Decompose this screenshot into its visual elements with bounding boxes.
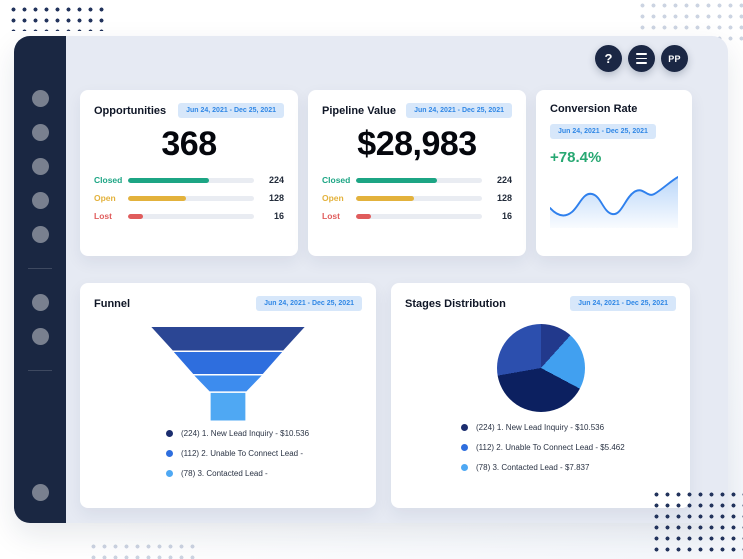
progress-bar-closed	[128, 177, 254, 183]
progress-fill	[128, 195, 186, 201]
progress-fill	[356, 177, 437, 183]
legend-bullet-icon	[461, 424, 468, 431]
topbar: ? PP	[595, 45, 688, 72]
card-funnel: Funnel Jun 24, 2021 - Dec 25, 2021 (224)…	[80, 283, 376, 508]
stat-label: Closed	[322, 175, 351, 185]
dot-pattern-top-left	[8, 4, 104, 31]
progress-bar-closed	[356, 177, 482, 183]
stat-row-open: Open 128	[322, 193, 512, 203]
progress-bar-lost	[128, 213, 254, 219]
opportunities-total: 368	[161, 125, 217, 163]
progress-bar-open	[128, 195, 254, 201]
funnel-legend: (224) 1. New Lead Inquiry - $10.536 (112…	[166, 429, 362, 478]
conversion-rate-value: +78.4%	[550, 149, 602, 166]
stat-value: 224	[496, 175, 512, 185]
stat-label: Open	[322, 193, 344, 203]
sidebar	[14, 36, 66, 523]
progress-fill	[128, 213, 144, 219]
date-range-badge[interactable]: Jun 24, 2021 - Dec 25, 2021	[406, 103, 512, 118]
pipeline-total: $28,983	[357, 125, 477, 163]
card-pipeline-value: Pipeline Value Jun 24, 2021 - Dec 25, 20…	[308, 90, 526, 256]
stat-label: Closed	[94, 175, 123, 185]
sidebar-nav-icon-1[interactable]	[31, 90, 49, 107]
stat-row-closed: Closed 224	[322, 175, 512, 185]
legend-bullet-icon	[461, 444, 468, 451]
sidebar-nav-icon-4[interactable]	[31, 192, 49, 209]
card-title: Stages Distribution	[405, 297, 506, 310]
opportunities-breakdown: Closed 224 Open 128 Lost 16	[94, 175, 284, 221]
funnel-stage-1	[151, 327, 305, 351]
dot-pattern-bottom-right	[651, 489, 743, 557]
funnel-stem	[210, 392, 246, 421]
sidebar-divider	[28, 268, 52, 269]
progress-bar-open	[356, 195, 482, 201]
stages-legend: (224) 1. New Lead Inquiry - $10.536 (112…	[461, 423, 676, 472]
conversion-line-chart	[550, 176, 678, 228]
card-conversion-rate: Conversion Rate Jun 24, 2021 - Dec 25, 2…	[536, 90, 692, 256]
sidebar-nav-icon-7[interactable]	[31, 328, 49, 345]
sidebar-nav-icon-8[interactable]	[31, 484, 49, 501]
legend-bullet-icon	[461, 464, 468, 471]
sidebar-nav-icon-2[interactable]	[31, 124, 49, 141]
stat-row-lost: Lost 16	[94, 211, 284, 221]
hamburger-icon	[636, 53, 647, 64]
pipeline-breakdown: Closed 224 Open 128 Lost 16	[322, 175, 512, 221]
stat-value: 128	[268, 193, 284, 203]
stat-label: Lost	[94, 211, 112, 221]
stat-row-lost: Lost 16	[322, 211, 512, 221]
legend-item[interactable]: (224) 1. New Lead Inquiry - $10.536	[461, 423, 676, 432]
sidebar-nav-icon-6[interactable]	[31, 294, 49, 311]
card-title: Funnel	[94, 297, 131, 310]
stat-label: Open	[94, 193, 116, 203]
progress-bar-lost	[356, 213, 482, 219]
line-chart-stroke	[550, 176, 678, 217]
date-range-badge[interactable]: Jun 24, 2021 - Dec 25, 2021	[178, 103, 284, 118]
legend-item[interactable]: (224) 1. New Lead Inquiry - $10.536	[166, 429, 362, 438]
funnel-stage-2	[173, 352, 283, 374]
card-opportunities: Opportunities Jun 24, 2021 - Dec 25, 202…	[80, 90, 298, 256]
avatar-button[interactable]: PP	[661, 45, 688, 72]
legend-bullet-icon	[166, 430, 173, 437]
stat-row-closed: Closed 224	[94, 175, 284, 185]
stat-value: 16	[501, 211, 512, 221]
question-mark-icon: ?	[604, 51, 613, 66]
card-title: Pipeline Value	[322, 104, 396, 117]
card-title: Opportunities	[94, 104, 167, 117]
progress-fill	[356, 195, 414, 201]
legend-bullet-icon	[166, 450, 173, 457]
menu-button[interactable]	[628, 45, 655, 72]
avatar-initials: PP	[668, 53, 681, 64]
date-range-badge[interactable]: Jun 24, 2021 - Dec 25, 2021	[570, 296, 676, 311]
sidebar-nav-icon-3[interactable]	[31, 158, 49, 175]
stat-label: Lost	[322, 211, 340, 221]
sidebar-nav-icon-5[interactable]	[31, 226, 49, 243]
card-stages-distribution: Stages Distribution Jun 24, 2021 - Dec 2…	[391, 283, 690, 508]
legend-item[interactable]: (112) 2. Unable To Connect Lead - $5.462	[461, 443, 676, 452]
legend-bullet-icon	[166, 470, 173, 477]
progress-fill	[356, 213, 372, 219]
funnel-chart	[151, 327, 305, 421]
date-range-badge[interactable]: Jun 24, 2021 - Dec 25, 2021	[256, 296, 362, 311]
legend-item[interactable]: (78) 3. Contacted Lead - $7.837	[461, 463, 676, 472]
app-window: ? PP Opportunities Jun 24, 2021 - Dec 25…	[14, 36, 728, 523]
progress-fill	[128, 177, 209, 183]
stat-value: 128	[496, 193, 512, 203]
funnel-stage-3	[194, 375, 262, 392]
date-range-badge[interactable]: Jun 24, 2021 - Dec 25, 2021	[550, 124, 656, 139]
stat-value: 224	[268, 175, 284, 185]
stages-pie-chart[interactable]	[496, 324, 585, 412]
sidebar-divider	[28, 370, 52, 371]
line-chart-area	[550, 177, 678, 228]
dot-pattern-bottom-left	[88, 541, 200, 559]
stat-row-open: Open 128	[94, 193, 284, 203]
stat-value: 16	[273, 211, 284, 221]
help-button[interactable]: ?	[595, 45, 622, 72]
legend-item[interactable]: (78) 3. Contacted Lead -	[166, 469, 362, 478]
card-title: Conversion Rate	[550, 103, 638, 115]
legend-item[interactable]: (112) 2. Unable To Connect Lead -	[166, 449, 362, 458]
